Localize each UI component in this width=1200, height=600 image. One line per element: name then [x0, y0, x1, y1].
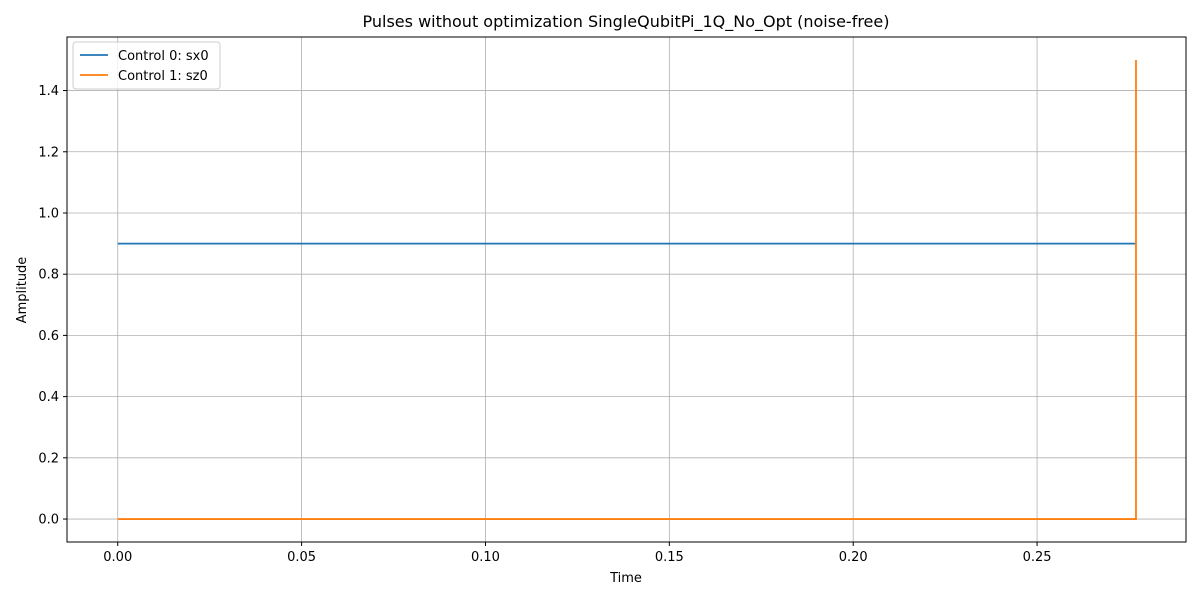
- x-tick-label: 0.05: [287, 550, 316, 565]
- y-axis-label: Amplitude: [15, 257, 30, 324]
- x-tick-label: 0.25: [1023, 550, 1052, 565]
- chart-title: Pulses without optimization SingleQubitP…: [363, 12, 890, 32]
- x-tick-label: 0.00: [103, 550, 132, 565]
- y-tick-label: 1.2: [38, 145, 59, 160]
- x-axis: 0.00 0.05 0.10 0.15 0.20 0.25: [103, 542, 1052, 565]
- legend: Control 0: sx0 Control 1: sz0: [72, 41, 221, 90]
- y-tick-label: 0.6: [38, 329, 59, 344]
- legend-label-sz0: Control 1: sz0: [118, 69, 208, 84]
- y-tick-label: 0.0: [38, 513, 59, 528]
- y-tick-label: 0.2: [38, 451, 59, 466]
- y-tick-label: 1.0: [38, 206, 59, 221]
- x-tick-label: 0.15: [655, 550, 684, 565]
- x-tick-label: 0.10: [471, 550, 500, 565]
- y-tick-label: 0.8: [38, 268, 59, 283]
- series-layer: [117, 59, 1137, 520]
- x-tick-label: 0.20: [839, 550, 868, 565]
- y-axis: 0.0 0.2 0.4 0.6 0.8 1.0 1.2 1.4: [38, 84, 67, 528]
- plot-frame: [66, 36, 1187, 543]
- legend-box: [72, 41, 221, 90]
- grid: [67, 37, 1186, 542]
- y-tick-label: 0.4: [38, 390, 59, 405]
- legend-label-sx0: Control 0: sx0: [118, 49, 209, 64]
- y-tick-label: 1.4: [38, 84, 59, 99]
- x-axis-label: Time: [609, 571, 642, 586]
- series-line-1: [117, 59, 1137, 520]
